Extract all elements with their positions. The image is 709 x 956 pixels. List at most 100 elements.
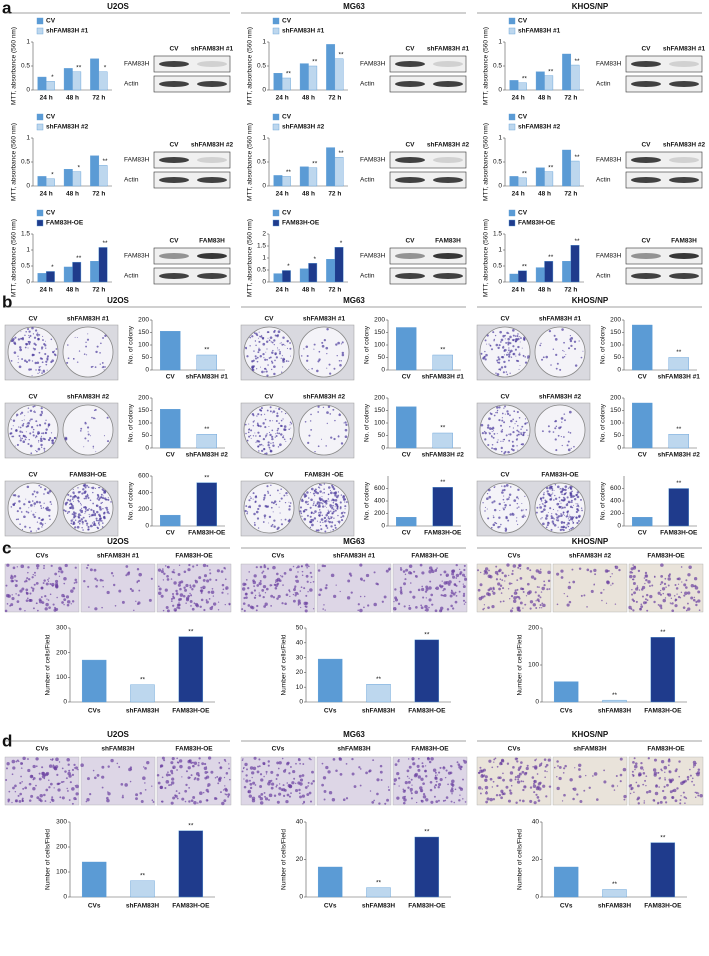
cell-dot — [526, 595, 527, 596]
cell-dot — [422, 762, 424, 764]
cell-dot — [86, 521, 87, 522]
cell-dot — [281, 420, 283, 422]
cell-dot — [12, 580, 14, 582]
cell-dot — [42, 339, 44, 341]
cell-dot — [151, 785, 152, 786]
cell-dot — [261, 407, 263, 409]
cell-dot — [36, 531, 37, 532]
cell-dot — [660, 590, 661, 591]
cell-dot — [171, 598, 173, 600]
cell-dot — [263, 448, 265, 450]
cell-dot — [671, 602, 673, 604]
cell-dot — [639, 589, 640, 590]
cell-dot — [135, 601, 136, 602]
cell-dot — [88, 606, 89, 607]
cell-dot — [526, 567, 529, 570]
x-tick-label: 24 h — [512, 191, 525, 198]
cell-dot — [509, 342, 511, 344]
cell-dot — [141, 800, 144, 803]
cell-dot — [144, 782, 145, 783]
cell-dot — [572, 788, 574, 790]
cell-dot — [308, 501, 309, 502]
cell-dot — [88, 508, 89, 509]
cell-dot — [506, 371, 508, 373]
cell-dot — [693, 766, 695, 768]
cell-dot — [250, 766, 253, 769]
cell-dot — [420, 564, 423, 567]
cell-dot — [690, 597, 693, 600]
sig-label: ** — [548, 164, 554, 171]
bar — [90, 156, 98, 186]
cell-dot — [435, 800, 438, 803]
protein-label: FAM83H — [124, 61, 150, 68]
cell-dot — [515, 423, 516, 424]
cell-dot — [138, 573, 142, 577]
cell-dot — [326, 519, 327, 520]
cell-dot — [489, 432, 490, 433]
protein-label: Actin — [360, 273, 375, 280]
cell-dot — [286, 593, 289, 596]
cell-dot — [95, 418, 96, 419]
image-label: shFAM83H — [573, 746, 607, 753]
cell-dot — [569, 520, 571, 522]
bar — [64, 169, 72, 186]
cell-dot — [436, 586, 440, 590]
cell-dot — [370, 790, 372, 792]
cell-dot — [96, 518, 98, 520]
cell-dot — [633, 591, 636, 594]
x-tick-label: shFAM83H #1 — [422, 374, 465, 381]
cell-dot — [35, 512, 36, 513]
bar — [554, 682, 578, 702]
cell-dot — [67, 344, 69, 346]
cell-dot — [249, 345, 250, 346]
cell-dot — [25, 331, 27, 333]
cell-dot — [620, 758, 623, 761]
cell-dot — [248, 571, 250, 573]
cell-dot — [242, 587, 245, 590]
cell-dot — [250, 497, 252, 499]
cell-dot — [623, 799, 625, 801]
cell-dot — [270, 771, 273, 774]
cell-dot — [676, 593, 677, 594]
cell-dot — [264, 371, 265, 372]
cell-dot — [176, 757, 178, 759]
cell-dot — [59, 568, 61, 570]
cell-dot — [524, 496, 525, 497]
lane-label: CV — [641, 238, 651, 245]
cell-dot — [570, 345, 572, 347]
cell-dot — [435, 784, 437, 786]
x-tick-label: shFAM83H — [126, 708, 160, 715]
x-tick-label: 48 h — [538, 191, 551, 198]
cell-dot — [478, 786, 481, 789]
y-tick-label: 400 — [374, 498, 385, 505]
y-tick-label: 150 — [138, 407, 149, 414]
cell-dot — [337, 515, 338, 516]
y-axis-label: No. of colony — [364, 481, 371, 520]
cell-dot — [364, 596, 365, 597]
cell-dot — [50, 501, 52, 503]
cell-dot — [249, 506, 251, 508]
cell-dot — [40, 505, 42, 507]
cell-dot — [554, 427, 556, 429]
cell-dot — [488, 496, 491, 499]
legend-label: CV — [518, 114, 528, 121]
cell-dot — [303, 348, 304, 349]
cell-dot — [28, 507, 29, 508]
cell-dot — [103, 517, 105, 519]
cell-dot — [23, 435, 25, 437]
cell-dot — [94, 569, 97, 572]
cell-dot — [185, 602, 187, 604]
cell-dot — [18, 338, 20, 340]
cell-dot — [322, 345, 325, 348]
cell-dot — [438, 786, 440, 788]
cell-dot — [571, 448, 572, 449]
cell-dot — [63, 583, 65, 585]
cell-dot — [644, 780, 646, 782]
cell-dot — [513, 499, 516, 502]
cell-dot — [267, 410, 269, 412]
cell-dot — [692, 778, 694, 780]
cell-dot — [190, 586, 192, 588]
cell-dot — [345, 429, 348, 432]
cell-dot — [403, 582, 406, 585]
cell-dot — [664, 772, 665, 773]
